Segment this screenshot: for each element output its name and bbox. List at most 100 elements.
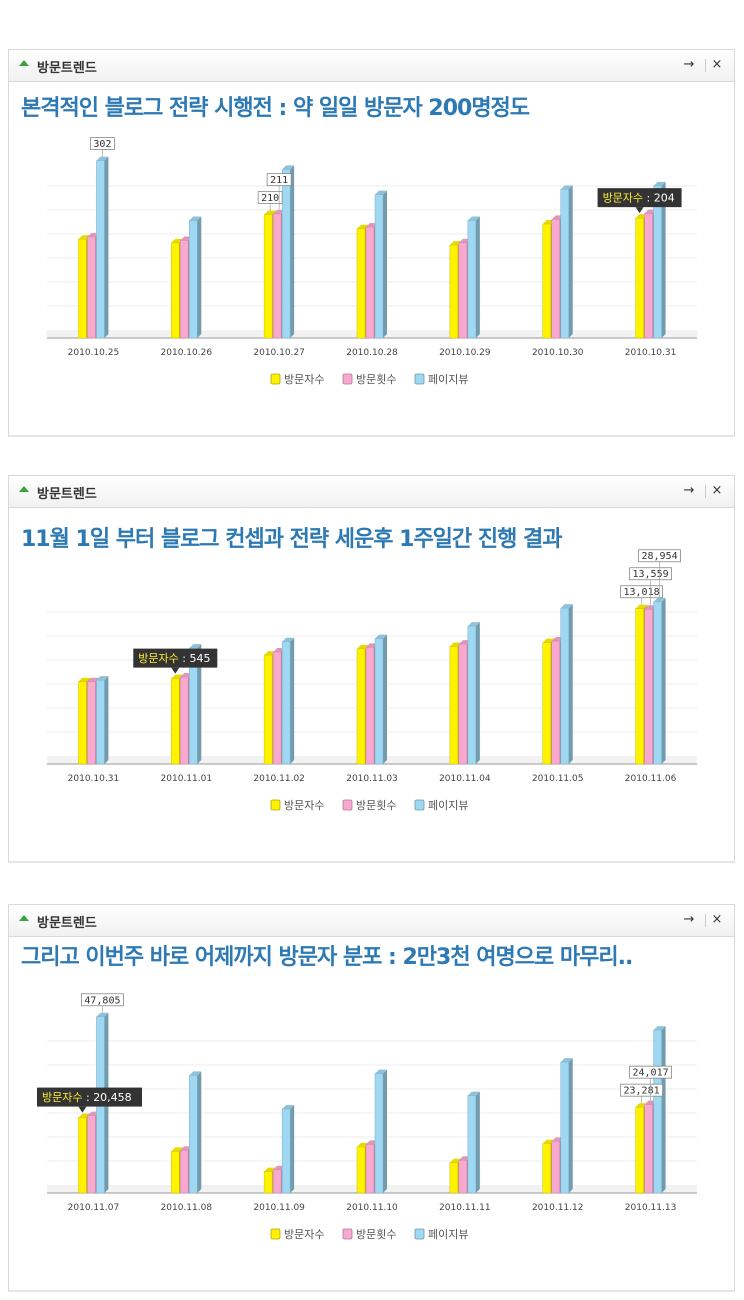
bar-side xyxy=(383,190,387,338)
bar-face xyxy=(644,608,653,765)
collapse-up-icon[interactable] xyxy=(19,486,29,492)
bar-face xyxy=(635,217,644,339)
tooltip-pointer xyxy=(171,667,180,674)
x-tick-label: 2010.11.05 xyxy=(532,774,584,784)
tooltip-value: 20,458 xyxy=(93,1091,132,1104)
bar-face xyxy=(171,678,180,765)
x-tick-label: 2010.11.07 xyxy=(68,1203,120,1213)
bar-side xyxy=(661,181,666,338)
tooltip-value: 545 xyxy=(189,652,210,665)
bar[interactable] xyxy=(189,644,202,765)
data-label: 23,281 xyxy=(620,1083,663,1104)
bar-face xyxy=(653,1029,662,1194)
bar[interactable] xyxy=(374,190,387,339)
bar[interactable] xyxy=(374,634,387,765)
bar-side xyxy=(290,637,295,764)
bar-top xyxy=(653,1026,666,1031)
arrow-right-icon[interactable]: → xyxy=(683,912,695,927)
bar-face xyxy=(281,1108,291,1194)
arrow-right-icon[interactable]: → xyxy=(683,483,695,498)
legend-swatch xyxy=(270,799,281,811)
legend-item[interactable]: 방문횟수 xyxy=(342,1228,396,1241)
bar[interactable] xyxy=(281,165,295,339)
legend-item[interactable]: 페이지뷰 xyxy=(414,1228,468,1241)
bar[interactable] xyxy=(560,604,573,765)
close-icon[interactable]: × xyxy=(711,57,723,72)
bar-top xyxy=(282,637,295,642)
bar-face xyxy=(171,1151,180,1194)
bar[interactable] xyxy=(281,637,295,765)
label-box xyxy=(620,1083,663,1097)
bar-top xyxy=(467,216,480,221)
legend-swatch xyxy=(270,373,281,385)
bar-top xyxy=(189,216,202,221)
arrow-right-icon[interactable]: → xyxy=(683,57,695,72)
data-label: 210 xyxy=(257,191,283,211)
bar-top xyxy=(560,185,573,190)
bar-top xyxy=(449,1158,462,1163)
headline: 그리고 이번주 바로 어제까지 방문자 분포 : 2만3천 여명으로 마무리.. xyxy=(21,945,633,970)
bar-face xyxy=(365,226,375,339)
legend-swatch xyxy=(414,373,425,385)
panel-title: 방문트렌드 xyxy=(37,61,97,76)
legend-swatch xyxy=(342,799,353,811)
bar-side xyxy=(475,216,480,338)
x-tick-label: 2010.10.29 xyxy=(439,348,491,358)
bar[interactable] xyxy=(653,1026,666,1194)
legend-item[interactable]: 방문자수 xyxy=(270,373,324,386)
close-icon[interactable]: × xyxy=(711,912,723,927)
legend-item[interactable]: 방문횟수 xyxy=(342,373,396,386)
bar-face xyxy=(644,1104,653,1194)
bar[interactable] xyxy=(467,216,480,339)
bar[interactable] xyxy=(467,622,480,765)
panel-header: 방문트렌드 → × xyxy=(9,50,734,82)
bar-top xyxy=(96,156,109,161)
legend-label: 방문횟수 xyxy=(356,799,396,812)
bar[interactable] xyxy=(560,185,573,339)
bar-face xyxy=(560,189,569,339)
bar-side xyxy=(661,597,666,764)
bar[interactable] xyxy=(467,1091,480,1194)
bar[interactable] xyxy=(96,676,109,765)
x-tick-label: 2010.10.30 xyxy=(532,348,584,358)
x-tick-label: 2010.11.13 xyxy=(625,1203,677,1213)
bar[interactable] xyxy=(560,1058,573,1194)
bar[interactable] xyxy=(189,216,202,339)
bar-face xyxy=(449,646,459,765)
x-tick-label: 2010.11.06 xyxy=(625,774,677,784)
data-label: 13,018 xyxy=(620,585,663,605)
legend-item[interactable]: 페이지뷰 xyxy=(414,373,468,386)
legend-item[interactable]: 방문횟수 xyxy=(342,799,396,812)
bar[interactable] xyxy=(374,1069,387,1194)
close-icon[interactable]: × xyxy=(711,483,723,498)
bar[interactable] xyxy=(189,1071,202,1194)
panel-header: 방문트렌드 → × xyxy=(9,476,734,508)
label-box xyxy=(629,1065,672,1079)
bar[interactable] xyxy=(653,181,666,339)
data-label-text: 302 xyxy=(93,139,111,150)
data-label: 28,954 xyxy=(638,549,681,598)
x-tick-label: 2010.11.04 xyxy=(439,774,491,784)
legend-label: 방문자수 xyxy=(284,373,324,386)
bar-face xyxy=(365,1144,375,1194)
bar-top xyxy=(375,190,387,195)
collapse-up-icon[interactable] xyxy=(19,60,29,66)
bar[interactable] xyxy=(96,156,109,339)
bar-face xyxy=(560,607,569,765)
bar-face xyxy=(449,1162,459,1194)
bar-face xyxy=(458,643,468,765)
tooltip: 방문자수 : 545 xyxy=(133,648,218,674)
bar-chart: 2010.10.25 2010.10.26 2010.10.27 2010.10.28… xyxy=(47,137,697,386)
collapse-up-icon[interactable] xyxy=(19,915,29,921)
bar[interactable] xyxy=(281,1104,295,1194)
bar-top xyxy=(78,677,91,682)
panel-title: 방문트렌드 xyxy=(37,916,97,931)
legend-item[interactable]: 방문자수 xyxy=(270,799,324,812)
legend-item[interactable]: 페이지뷰 xyxy=(414,799,468,812)
x-tick-label: 2010.11.12 xyxy=(532,1203,584,1213)
tooltip-sep: : xyxy=(179,652,190,665)
legend-item[interactable]: 방문자수 xyxy=(270,1228,324,1241)
x-tick-label: 2010.10.26 xyxy=(161,348,213,358)
trend-panel: 방문트렌드 → × 그리고 이번주 바로 어제까지 방문자 분포 : 2만3천 여명으… xyxy=(8,904,735,1292)
bar[interactable] xyxy=(653,597,666,765)
